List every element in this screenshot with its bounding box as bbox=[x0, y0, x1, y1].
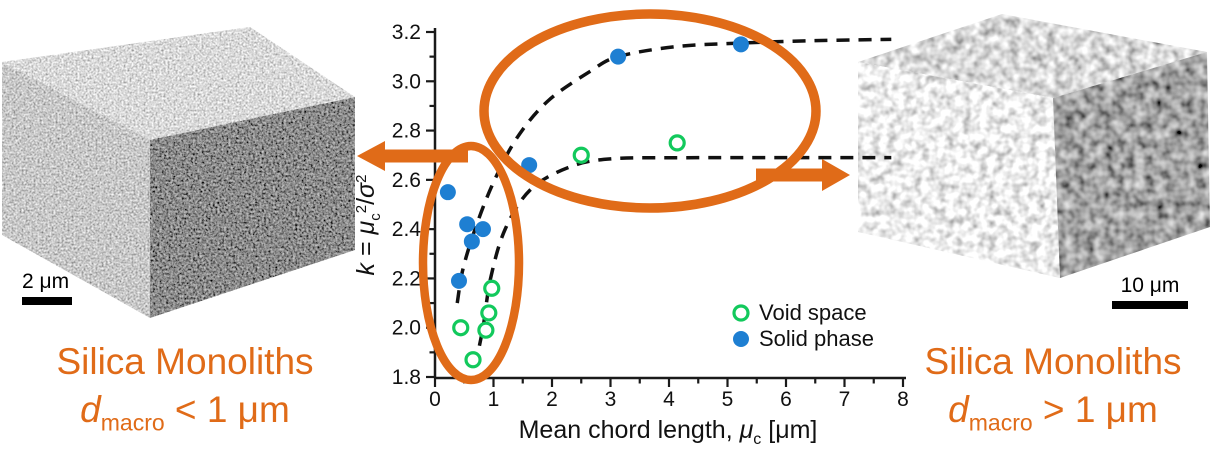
monolith-front-face bbox=[2, 62, 150, 318]
data-point-void bbox=[572, 146, 590, 164]
right-caption-line2: dmacro > 1 μm bbox=[888, 386, 1212, 446]
y-axis-label: k = μc2/σ2 bbox=[352, 175, 384, 276]
monolith-image-coarse bbox=[858, 14, 1210, 278]
y-tick-label: 2.6 bbox=[392, 169, 421, 192]
x-tick-label: 6 bbox=[780, 388, 792, 411]
left-caption-line1: Silica Monoliths bbox=[56, 341, 314, 382]
x-tick-label: 2 bbox=[546, 388, 558, 411]
x-tick-label: 5 bbox=[722, 388, 734, 411]
y-axis-ticks: 1.8 2.0 2.2 2.4 2.6 2.8 3.0 3.2 bbox=[392, 21, 435, 389]
y-tick-label: 2.0 bbox=[392, 317, 421, 340]
left-caption-comparison: < 1 μm bbox=[164, 389, 290, 430]
solid-phase-legend-marker bbox=[733, 331, 749, 347]
right-caption-comparison: > 1 μm bbox=[1032, 389, 1158, 430]
d-macro-variable: d bbox=[80, 389, 101, 430]
x-tick-label: 8 bbox=[897, 388, 909, 411]
monolith-top-face bbox=[2, 27, 355, 140]
data-point-solid bbox=[463, 233, 480, 250]
monolith-top-face bbox=[858, 14, 1207, 98]
x-axis-label: Mean chord length, μc [μm] bbox=[519, 416, 818, 448]
data-point-void bbox=[464, 351, 482, 369]
void-space-legend-marker bbox=[732, 304, 750, 322]
y-tick-label: 3.2 bbox=[392, 21, 421, 44]
monolith-side-face bbox=[1053, 52, 1210, 278]
x-axis-ticks: 0 1 2 3 4 5 6 7 8 bbox=[429, 378, 909, 411]
left-arrow-head bbox=[357, 141, 385, 171]
annotations bbox=[357, 9, 850, 385]
scale-bar-left-line bbox=[22, 297, 72, 305]
x-tick-label: 3 bbox=[605, 388, 617, 411]
scale-bar-right: 10 μm bbox=[1112, 274, 1188, 309]
left-caption: Silica Monoliths dmacro < 1 μm bbox=[15, 338, 355, 446]
x-tick-label: 0 bbox=[429, 388, 441, 411]
scale-bar-right-line bbox=[1112, 301, 1188, 309]
y-tick-label: 1.8 bbox=[392, 366, 421, 389]
small-cluster-ellipse bbox=[418, 141, 524, 385]
right-caption-line1: Silica Monoliths bbox=[924, 341, 1182, 382]
macro-subscript: macro bbox=[100, 409, 165, 436]
right-arrow-head bbox=[822, 159, 850, 191]
data-point-void bbox=[452, 319, 470, 337]
x-tick-label: 7 bbox=[839, 388, 851, 411]
large-cluster-ellipse bbox=[479, 9, 821, 213]
data-point-solid bbox=[610, 48, 627, 65]
solid-phase-legend-label: Solid phase bbox=[759, 326, 874, 351]
y-tick-label: 2.2 bbox=[392, 267, 421, 290]
macro-subscript: macro bbox=[968, 409, 1033, 436]
scale-bar-left: 2 μm bbox=[22, 270, 72, 305]
chart-legend: Void space Solid phase bbox=[732, 300, 874, 351]
left-arrow bbox=[357, 141, 468, 171]
monolith-side-face bbox=[150, 97, 355, 318]
data-point-void bbox=[480, 304, 498, 322]
trend-curve bbox=[473, 155, 892, 368]
data-point-void bbox=[483, 279, 501, 297]
monolith-image-fine bbox=[2, 27, 355, 318]
x-tick-label: 1 bbox=[488, 388, 500, 411]
void-space-legend-label: Void space bbox=[759, 300, 867, 325]
data-point-solid bbox=[732, 36, 749, 53]
data-point-solid bbox=[521, 157, 538, 174]
data-point-void bbox=[668, 134, 686, 152]
y-tick-label: 2.8 bbox=[392, 120, 421, 143]
scale-bar-left-label: 2 μm bbox=[22, 270, 70, 293]
data-point-void bbox=[477, 321, 495, 339]
data-point-solid bbox=[474, 221, 491, 238]
x-tick-label: 4 bbox=[663, 388, 675, 411]
data-point-solid bbox=[439, 184, 456, 201]
monolith-front-face bbox=[858, 62, 1060, 278]
data-point-solid bbox=[459, 216, 476, 233]
y-tick-label: 3.0 bbox=[392, 70, 421, 93]
right-caption: Silica Monoliths dmacro > 1 μm bbox=[888, 338, 1212, 446]
left-caption-line2: dmacro < 1 μm bbox=[15, 386, 355, 446]
data-points bbox=[439, 36, 749, 369]
d-macro-variable: d bbox=[948, 389, 969, 430]
scale-bar-right-label: 10 μm bbox=[1120, 274, 1180, 297]
right-arrow bbox=[756, 159, 850, 191]
y-tick-label: 2.4 bbox=[392, 218, 422, 241]
data-point-solid bbox=[450, 272, 467, 289]
